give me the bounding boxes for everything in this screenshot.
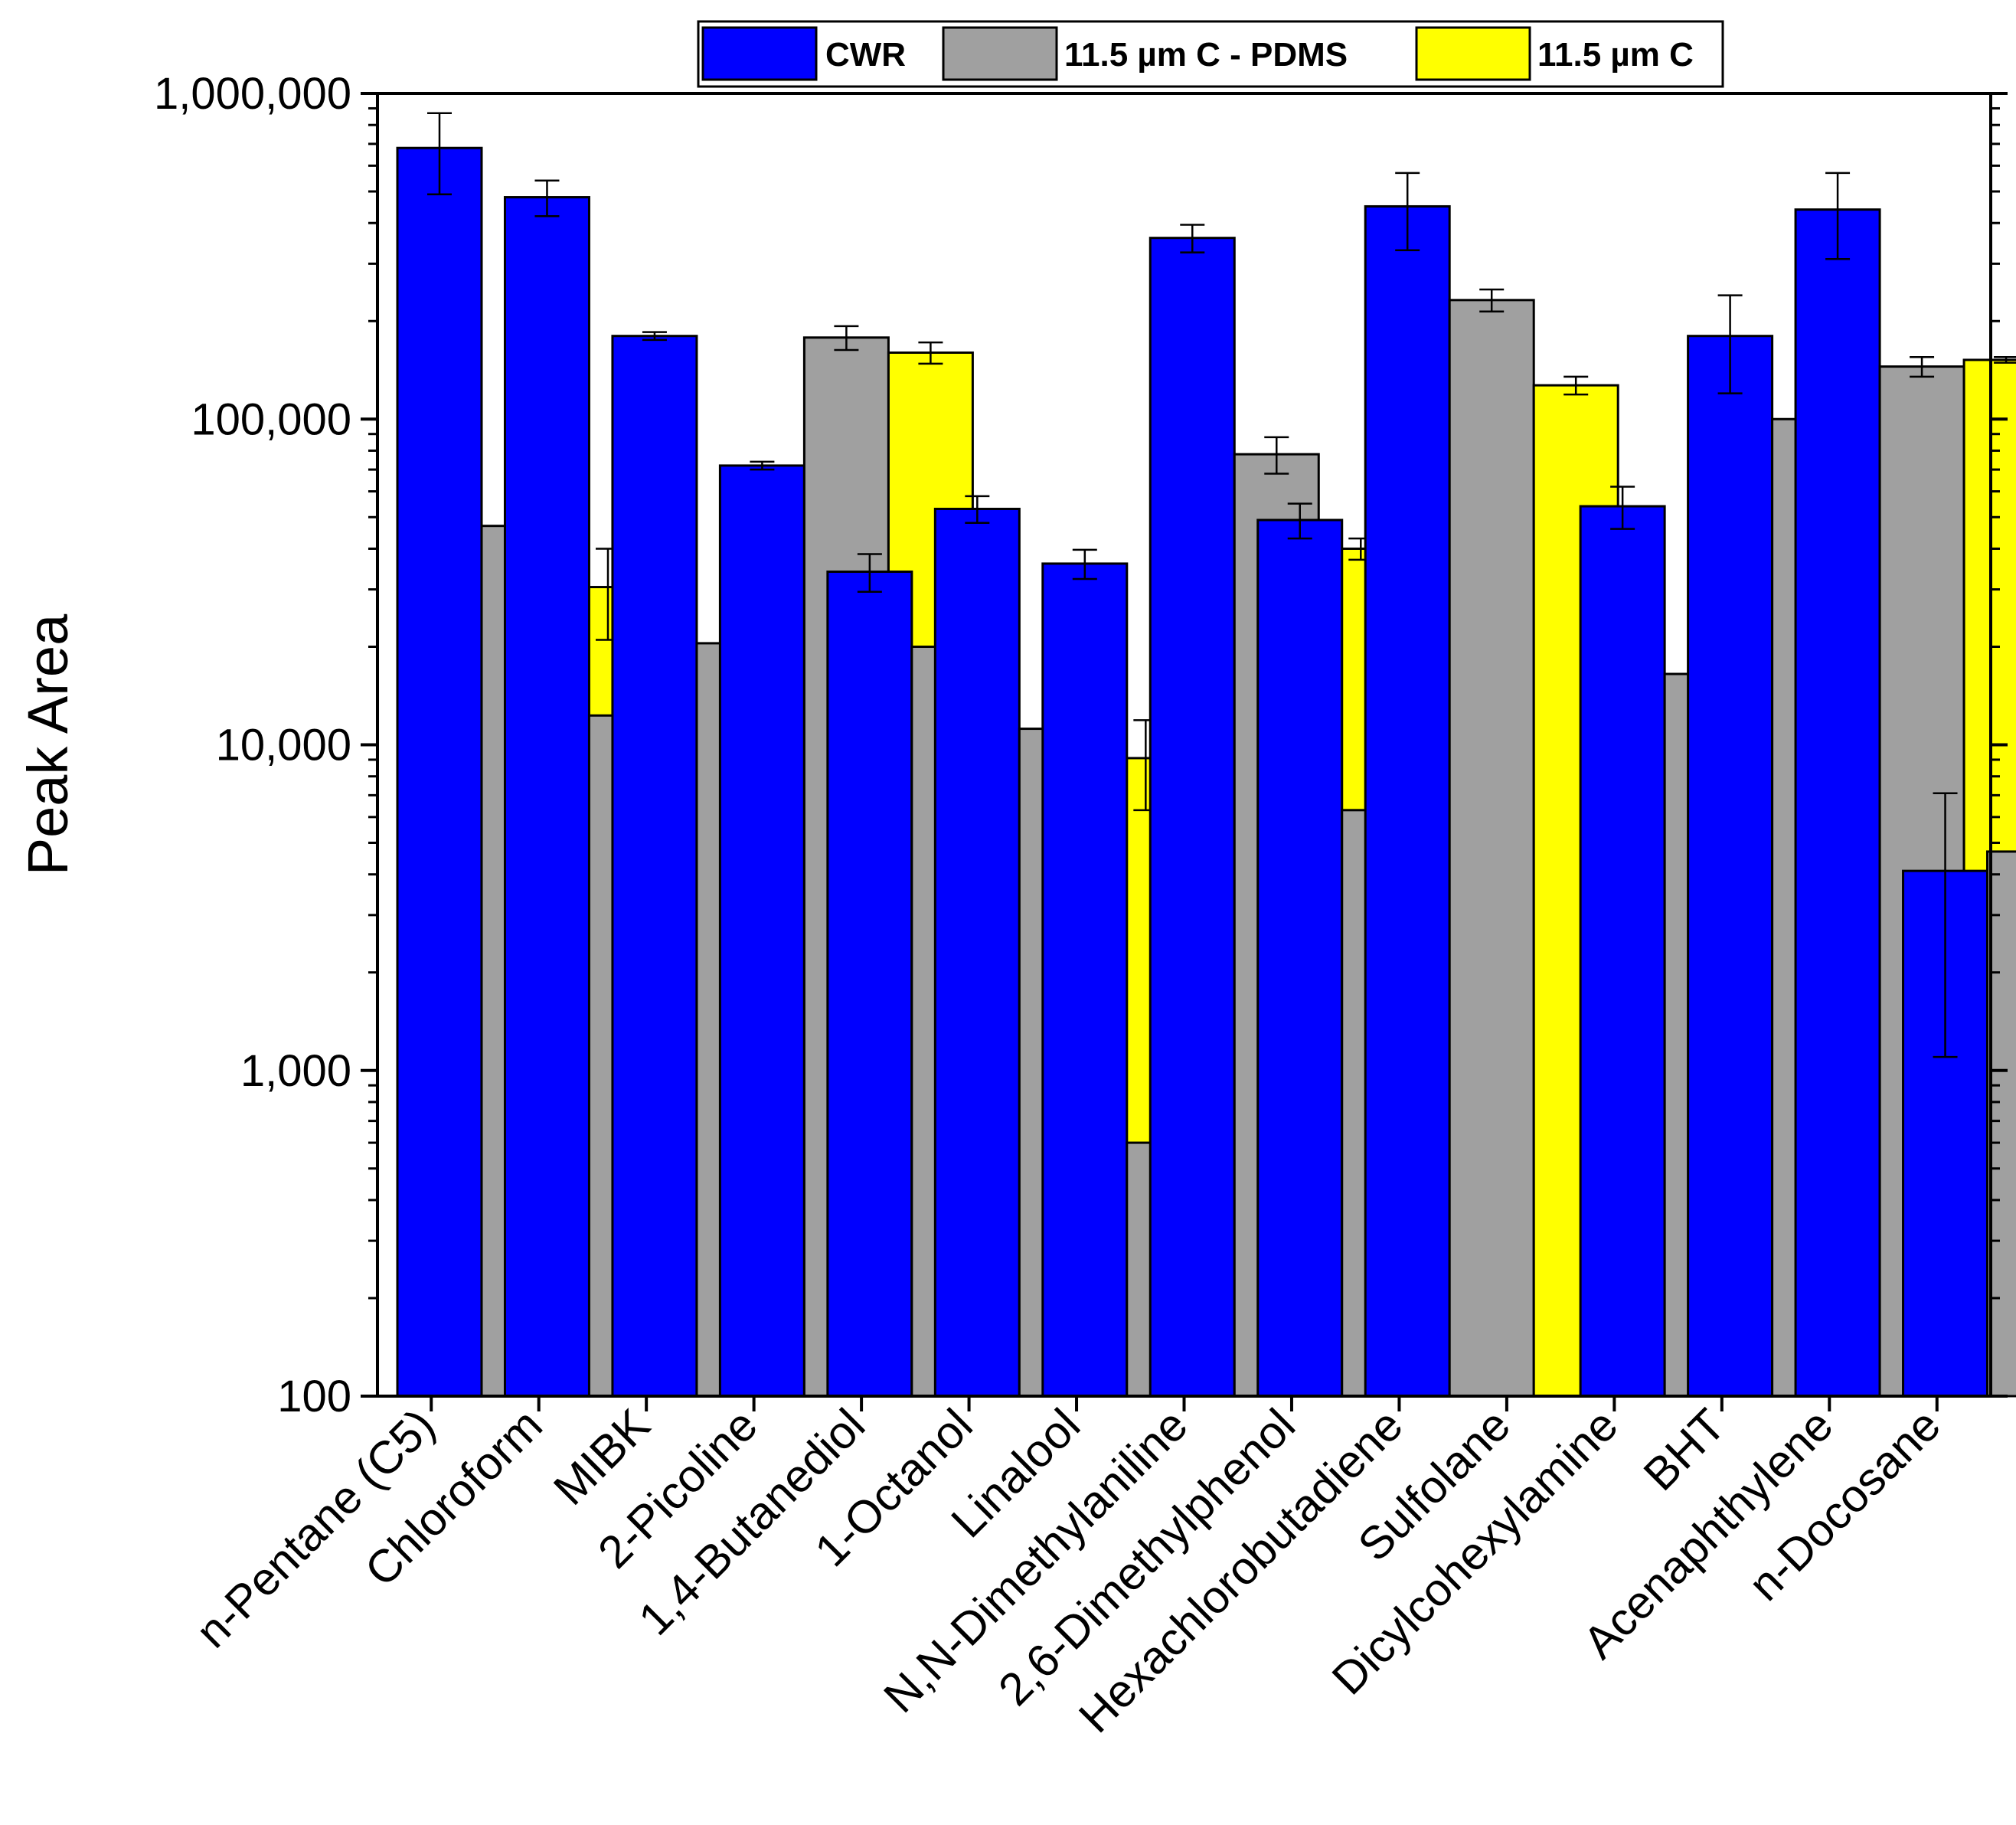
bar-cwr-linalool xyxy=(1041,562,1129,1398)
error-bar-cwr-n-docosane xyxy=(1933,792,1958,1058)
bar-cwr-n-n-dimethylaniline xyxy=(1148,237,1236,1398)
bar-cwr-acenaphthylene xyxy=(1794,208,1881,1398)
error-bar-11-5-m-c-2-picoline xyxy=(918,341,943,365)
y-tick-label: 1,000,000 xyxy=(154,69,351,119)
error-bar-cwr-2-6-dimethylphenol xyxy=(1287,502,1312,540)
legend-box xyxy=(697,20,1724,88)
error-bar-cwr-chloroform xyxy=(534,179,560,217)
bar-cwr-bht xyxy=(1687,335,1774,1398)
error-bar-cwr-linalool xyxy=(1072,548,1097,581)
legend-swatch-11-5-m-c-pdms xyxy=(942,26,1058,81)
error-bar-cwr-n-n-dimethylaniline xyxy=(1180,224,1205,253)
error-bar-11-5-m-c-acenaphthylene xyxy=(1994,356,2016,364)
error-bar-11-5-m-c-hexachlorobutadiene xyxy=(1563,375,1589,396)
error-bar-cwr-1-octanol xyxy=(965,495,990,525)
y-tick-label: 10,000 xyxy=(216,721,351,770)
error-bar-cwr-dicylcohexylamine xyxy=(1610,486,1635,530)
error-bar-cwr-n-pentane-c5 xyxy=(427,112,452,195)
bar-cwr-n-pentane-c5 xyxy=(396,146,483,1398)
error-bar-cwr-1-4-butanediol xyxy=(857,553,882,593)
legend-label-11-5-m-c: 11.5 µm C xyxy=(1537,36,1694,74)
error-bar-11-5-m-c-pdms-hexachlorobutadiene xyxy=(1479,288,1505,312)
bar-cwr-2-picoline xyxy=(718,464,805,1398)
bar-cwr-1-octanol xyxy=(933,508,1021,1398)
y-tick-label: 1,000 xyxy=(240,1046,351,1096)
bar-cwr-2-6-dimethylphenol xyxy=(1256,518,1344,1398)
bar-cwr-1-4-butanediol xyxy=(826,570,913,1398)
bar-11-5-m-c-pdms-hexachlorobutadiene xyxy=(1448,299,1535,1398)
error-bar-cwr-mibk xyxy=(642,331,667,342)
error-bar-cwr-bht xyxy=(1717,294,1743,394)
bar-cwr-chloroform xyxy=(503,196,590,1398)
bars-layer xyxy=(396,112,2016,1398)
error-bar-cwr-acenaphthylene xyxy=(1825,172,1851,260)
legend-label-11-5-m-c-pdms: 11.5 µm C - PDMS xyxy=(1064,36,1348,74)
y-tick-label: 100,000 xyxy=(191,394,351,444)
error-bar-cwr-hexachlorobutadiene xyxy=(1395,172,1420,252)
legend-swatch-cwr xyxy=(701,26,818,81)
error-bar-11-5-m-c-pdms-n-n-dimethylaniline xyxy=(1264,436,1289,475)
bar-cwr-mibk xyxy=(611,335,698,1398)
legend-label-cwr: CWR xyxy=(825,36,906,74)
error-bar-cwr-2-picoline xyxy=(750,460,775,471)
bar-cwr-dicylcohexylamine xyxy=(1579,505,1666,1398)
error-bar-11-5-m-c-pdms-acenaphthylene xyxy=(1910,356,1935,378)
y-tick-label: 100 xyxy=(277,1372,351,1421)
bar-cwr-hexachlorobutadiene xyxy=(1364,204,1451,1398)
legend: CWR 11.5 µm C - PDMS 11.5 µm C xyxy=(697,20,1724,88)
y-axis-title: Peak Area xyxy=(16,613,80,875)
legend-swatch-11-5-m-c xyxy=(1415,26,1531,81)
error-bar-11-5-m-c-pdms-2-picoline xyxy=(834,325,859,352)
